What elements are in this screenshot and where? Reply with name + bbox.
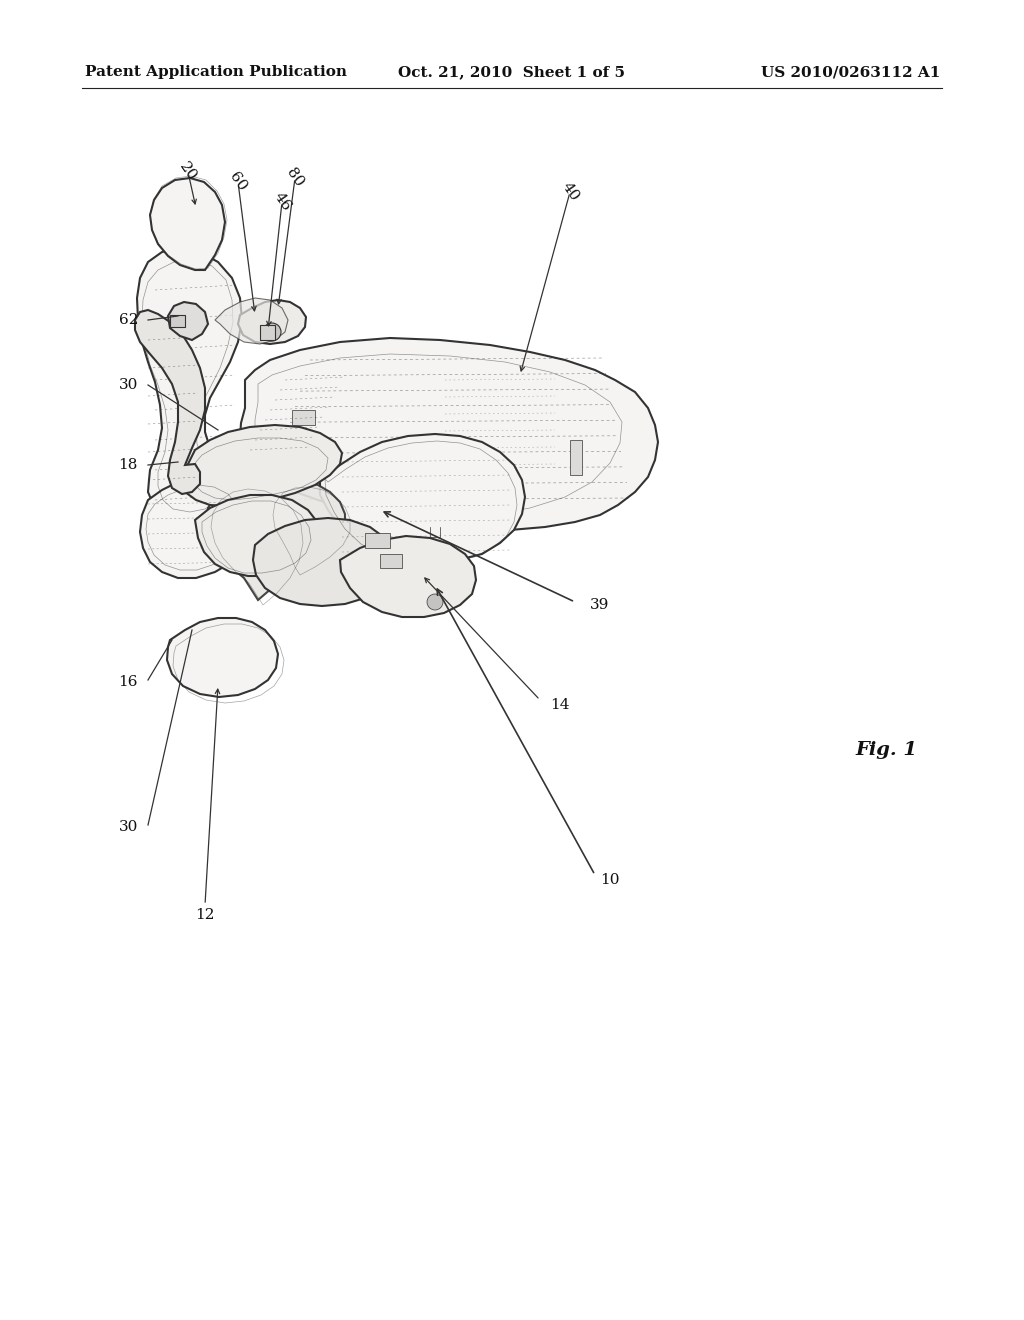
Text: 39: 39 <box>590 598 609 612</box>
Polygon shape <box>238 300 306 345</box>
Polygon shape <box>260 325 275 341</box>
Text: 20: 20 <box>177 160 200 183</box>
Polygon shape <box>319 434 525 564</box>
Circle shape <box>427 594 443 610</box>
Text: Oct. 21, 2010  Sheet 1 of 5: Oct. 21, 2010 Sheet 1 of 5 <box>398 65 626 79</box>
Text: US 2010/0263112 A1: US 2010/0263112 A1 <box>761 65 940 79</box>
Circle shape <box>263 323 281 341</box>
Text: 80: 80 <box>284 166 306 190</box>
Polygon shape <box>215 298 288 345</box>
Text: 30: 30 <box>119 378 138 392</box>
Text: Fig. 1: Fig. 1 <box>855 741 918 759</box>
Text: 10: 10 <box>600 873 620 887</box>
Polygon shape <box>150 178 225 271</box>
Polygon shape <box>140 478 250 578</box>
Polygon shape <box>170 315 185 327</box>
Bar <box>380 554 402 568</box>
Text: 40: 40 <box>559 180 582 205</box>
Polygon shape <box>253 517 395 606</box>
Text: 30: 30 <box>119 820 138 834</box>
Polygon shape <box>167 618 278 697</box>
Text: 16: 16 <box>119 675 138 689</box>
Text: 60: 60 <box>226 170 249 194</box>
Bar <box>365 533 390 548</box>
Text: Patent Application Publication: Patent Application Publication <box>85 65 347 79</box>
Polygon shape <box>168 302 208 341</box>
Text: 46: 46 <box>270 190 293 214</box>
Text: 18: 18 <box>119 458 138 473</box>
Text: 62: 62 <box>119 313 138 327</box>
Polygon shape <box>183 425 342 506</box>
Text: 12: 12 <box>196 908 215 921</box>
Polygon shape <box>340 536 476 616</box>
Polygon shape <box>137 248 242 517</box>
Text: 14: 14 <box>550 698 569 711</box>
Polygon shape <box>206 484 298 601</box>
Polygon shape <box>135 310 205 494</box>
Polygon shape <box>292 411 315 425</box>
Polygon shape <box>570 440 582 475</box>
Polygon shape <box>240 338 658 531</box>
Polygon shape <box>195 495 319 576</box>
Polygon shape <box>268 482 345 570</box>
